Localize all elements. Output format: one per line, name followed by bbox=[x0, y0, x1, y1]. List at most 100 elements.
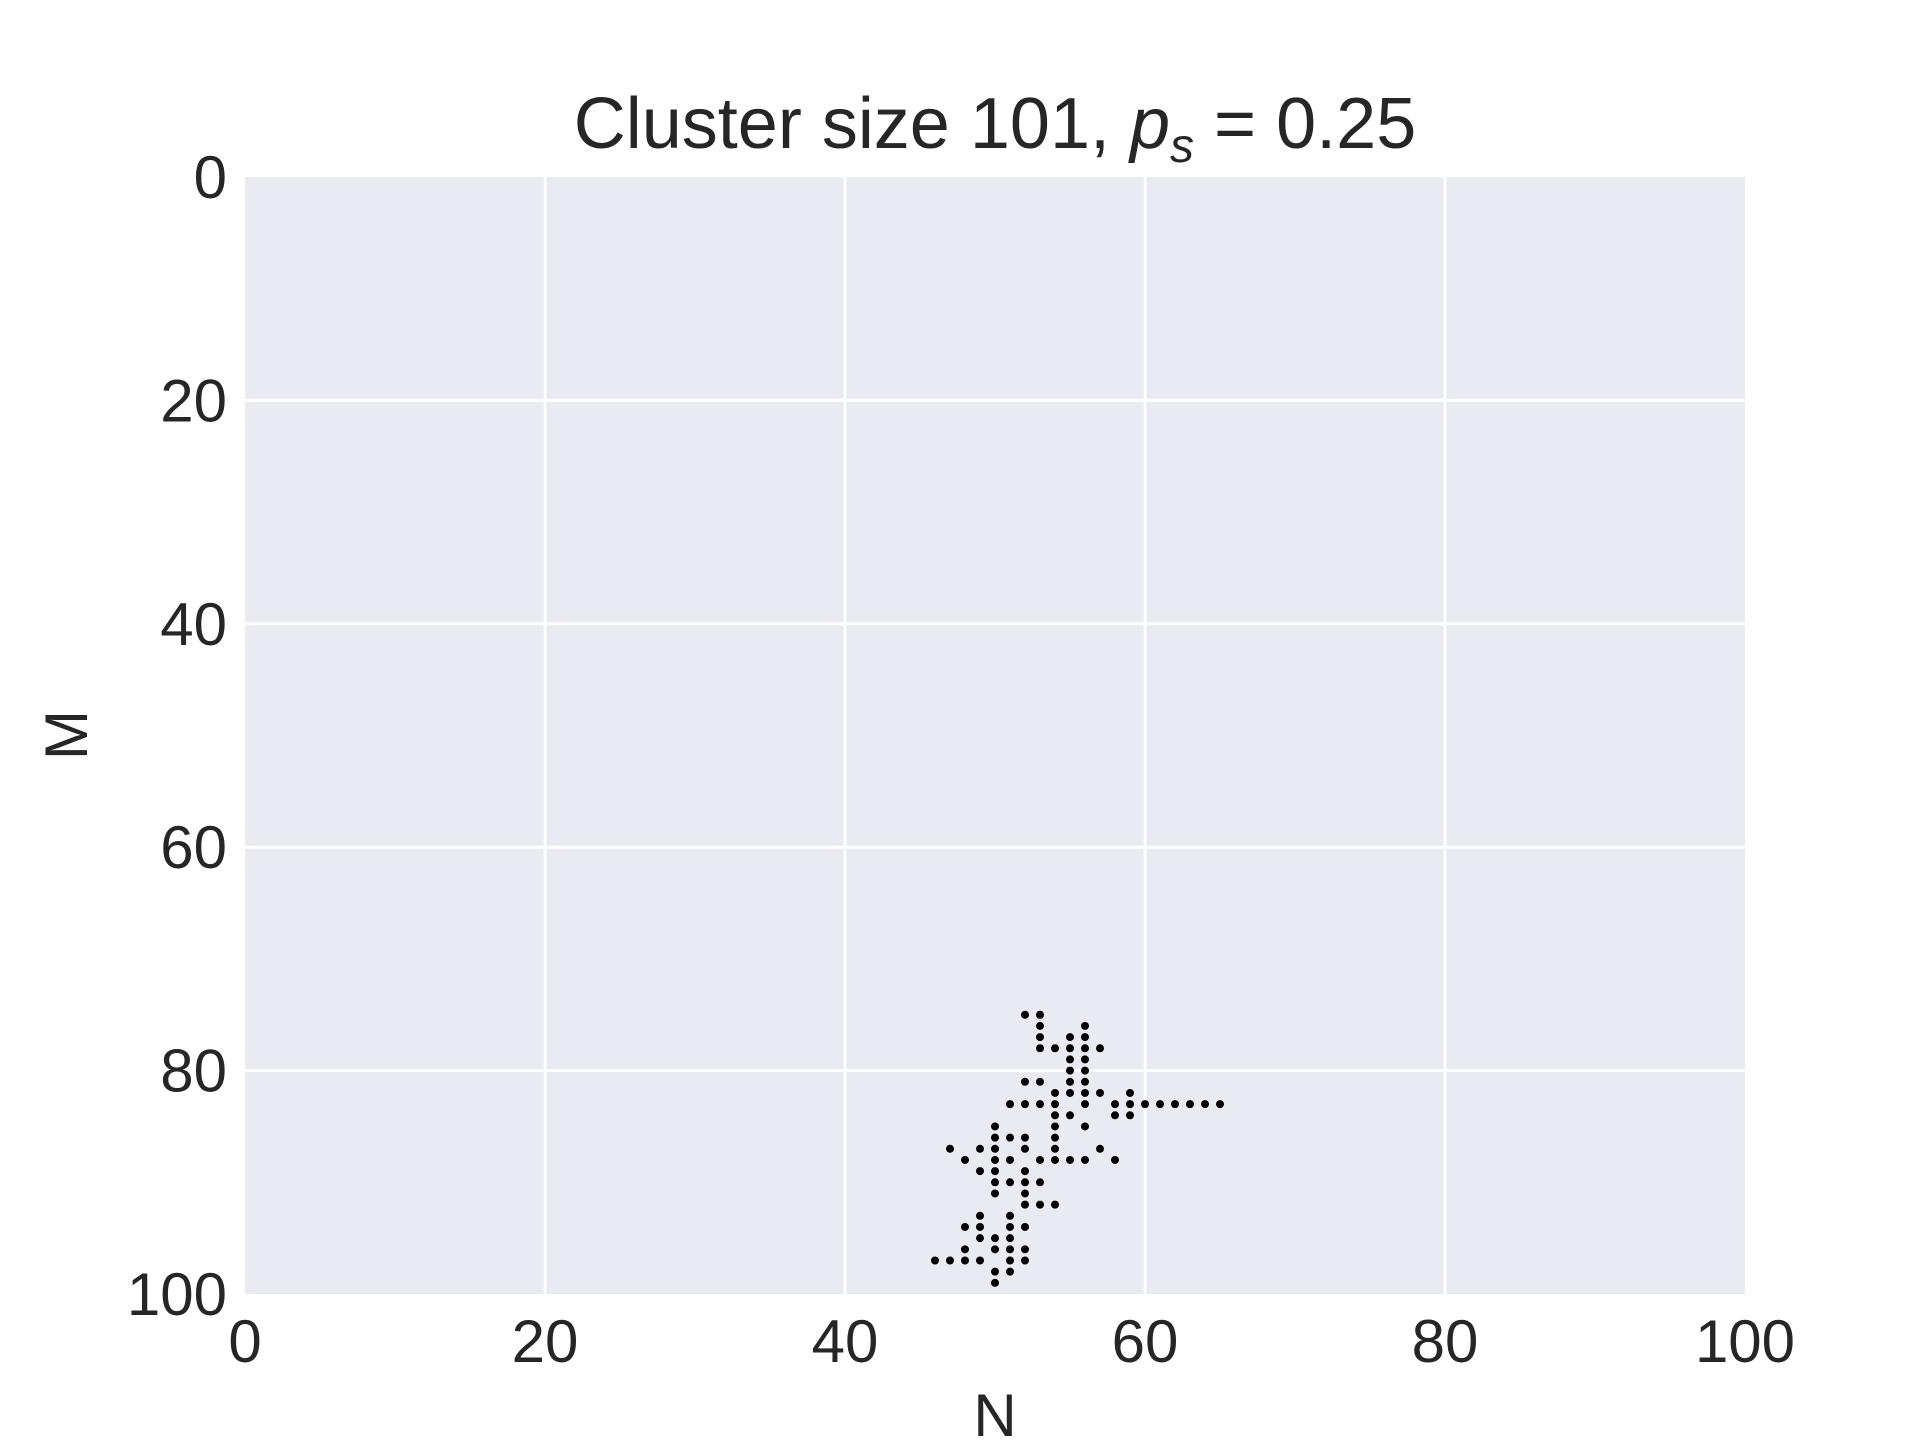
x-tick-label: 20 bbox=[512, 1308, 579, 1375]
cluster-point bbox=[946, 1256, 954, 1265]
y-axis-label: M bbox=[33, 710, 100, 760]
x-tick-label: 40 bbox=[812, 1308, 879, 1375]
cluster-point bbox=[1126, 1111, 1134, 1120]
cluster-point bbox=[1021, 1010, 1029, 1019]
cluster-point bbox=[961, 1245, 969, 1254]
cluster-point bbox=[1051, 1122, 1059, 1131]
cluster-point bbox=[1006, 1178, 1014, 1187]
cluster-point bbox=[1126, 1100, 1134, 1109]
cluster-point bbox=[1021, 1133, 1029, 1142]
cluster-point bbox=[1216, 1100, 1224, 1109]
cluster-point bbox=[1126, 1088, 1134, 1097]
cluster-point bbox=[1081, 1044, 1089, 1053]
cluster-point bbox=[1021, 1200, 1029, 1209]
cluster-point bbox=[1201, 1100, 1209, 1109]
cluster-point bbox=[1036, 1077, 1044, 1086]
cluster-point bbox=[1021, 1100, 1029, 1109]
cluster-point bbox=[1066, 1088, 1074, 1097]
cluster-point bbox=[1036, 1044, 1044, 1053]
cluster-point bbox=[1081, 1155, 1089, 1164]
cluster-point bbox=[1051, 1144, 1059, 1153]
cluster-point bbox=[1066, 1044, 1074, 1053]
cluster-points bbox=[931, 1010, 1224, 1287]
cluster-point bbox=[961, 1222, 969, 1231]
cluster-point bbox=[991, 1267, 999, 1276]
cluster-point bbox=[1081, 1088, 1089, 1097]
cluster-point bbox=[976, 1144, 984, 1153]
cluster-point bbox=[1096, 1144, 1104, 1153]
x-axis-label: N bbox=[973, 1382, 1016, 1440]
cluster-point bbox=[1081, 1077, 1089, 1086]
cluster-point bbox=[1051, 1088, 1059, 1097]
cluster-point bbox=[1081, 1033, 1089, 1042]
cluster-point bbox=[1111, 1111, 1119, 1120]
cluster-point bbox=[1081, 1066, 1089, 1075]
cluster-point bbox=[976, 1167, 984, 1176]
cluster-point bbox=[1156, 1100, 1164, 1109]
x-tick-label: 100 bbox=[1695, 1308, 1795, 1375]
cluster-point bbox=[1036, 1033, 1044, 1042]
cluster-point bbox=[1036, 1021, 1044, 1030]
cluster-point bbox=[1006, 1133, 1014, 1142]
cluster-point bbox=[1081, 1021, 1089, 1030]
y-tick-label: 60 bbox=[160, 814, 227, 881]
cluster-point bbox=[961, 1256, 969, 1265]
x-tick-label: 0 bbox=[228, 1308, 261, 1375]
cluster-point bbox=[991, 1133, 999, 1142]
cluster-point bbox=[976, 1234, 984, 1243]
chart-title: Cluster size 101, ps = 0.25 bbox=[574, 84, 1416, 173]
cluster-point bbox=[1006, 1267, 1014, 1276]
cluster-point bbox=[1051, 1133, 1059, 1142]
cluster-point bbox=[1096, 1044, 1104, 1053]
cluster-point bbox=[931, 1256, 939, 1265]
cluster-point bbox=[976, 1211, 984, 1220]
cluster-point bbox=[1051, 1100, 1059, 1109]
cluster-point bbox=[1006, 1234, 1014, 1243]
cluster-point bbox=[1051, 1155, 1059, 1164]
cluster-point bbox=[1021, 1167, 1029, 1176]
cluster-point bbox=[1006, 1155, 1014, 1164]
cluster-point bbox=[1006, 1211, 1014, 1220]
cluster-point bbox=[1006, 1222, 1014, 1231]
cluster-point bbox=[1066, 1055, 1074, 1064]
y-tick-label: 100 bbox=[127, 1261, 227, 1328]
y-tick-labels: 0 20 40 60 80 100 bbox=[127, 144, 227, 1328]
grid-lines bbox=[245, 177, 1745, 1294]
cluster-point bbox=[1066, 1077, 1074, 1086]
plot-area bbox=[245, 177, 1745, 1294]
cluster-point bbox=[1111, 1155, 1119, 1164]
cluster-point bbox=[991, 1144, 999, 1153]
cluster-point bbox=[1036, 1010, 1044, 1019]
cluster-point bbox=[1081, 1122, 1089, 1131]
cluster-point bbox=[991, 1245, 999, 1254]
cluster-point bbox=[1111, 1100, 1119, 1109]
cluster-point bbox=[991, 1167, 999, 1176]
y-tick-label: 20 bbox=[160, 367, 227, 434]
cluster-point bbox=[1066, 1111, 1074, 1120]
cluster-point bbox=[1171, 1100, 1179, 1109]
cluster-point bbox=[1021, 1256, 1029, 1265]
cluster-point bbox=[1006, 1100, 1014, 1109]
x-tick-label: 60 bbox=[1112, 1308, 1179, 1375]
y-tick-label: 0 bbox=[194, 144, 227, 211]
cluster-point bbox=[991, 1189, 999, 1198]
cluster-point bbox=[1066, 1033, 1074, 1042]
cluster-point bbox=[961, 1155, 969, 1164]
cluster-point bbox=[1036, 1155, 1044, 1164]
cluster-point bbox=[1021, 1077, 1029, 1086]
y-tick-label: 40 bbox=[160, 591, 227, 658]
cluster-point bbox=[976, 1256, 984, 1265]
cluster-point bbox=[1021, 1178, 1029, 1187]
cluster-point bbox=[1036, 1178, 1044, 1187]
x-tick-label: 80 bbox=[1412, 1308, 1479, 1375]
cluster-point bbox=[1141, 1100, 1149, 1109]
cluster-point bbox=[976, 1222, 984, 1231]
cluster-point bbox=[1051, 1044, 1059, 1053]
x-tick-labels: 0 20 40 60 80 100 bbox=[228, 1308, 1795, 1375]
cluster-point bbox=[1081, 1055, 1089, 1064]
cluster-point bbox=[1021, 1245, 1029, 1254]
cluster-point bbox=[1186, 1100, 1194, 1109]
cluster-point bbox=[1021, 1189, 1029, 1198]
cluster-point bbox=[991, 1178, 999, 1187]
